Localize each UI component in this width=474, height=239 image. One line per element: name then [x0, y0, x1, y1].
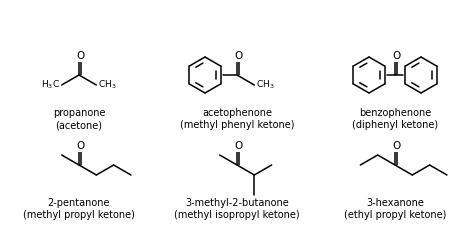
Text: O: O	[392, 141, 400, 151]
Text: 3-hexanone
(ethyl propyl ketone): 3-hexanone (ethyl propyl ketone)	[344, 198, 446, 220]
Text: 2-pentanone
(methyl propyl ketone): 2-pentanone (methyl propyl ketone)	[23, 198, 135, 220]
Text: O: O	[392, 51, 400, 61]
Text: H$_3$C: H$_3$C	[41, 79, 60, 91]
Text: O: O	[234, 51, 242, 61]
Text: CH$_3$: CH$_3$	[98, 79, 117, 91]
Text: O: O	[76, 141, 84, 151]
Text: propanone
(acetone): propanone (acetone)	[53, 108, 105, 130]
Text: CH$_3$: CH$_3$	[256, 79, 275, 91]
Text: 3-methyl-2-butanone
(methyl isopropyl ketone): 3-methyl-2-butanone (methyl isopropyl ke…	[174, 198, 300, 220]
Text: O: O	[76, 51, 84, 61]
Text: acetophenone
(methyl phenyl ketone): acetophenone (methyl phenyl ketone)	[180, 108, 294, 130]
Text: benzophenone
(diphenyl ketone): benzophenone (diphenyl ketone)	[352, 108, 438, 130]
Text: O: O	[234, 141, 242, 151]
